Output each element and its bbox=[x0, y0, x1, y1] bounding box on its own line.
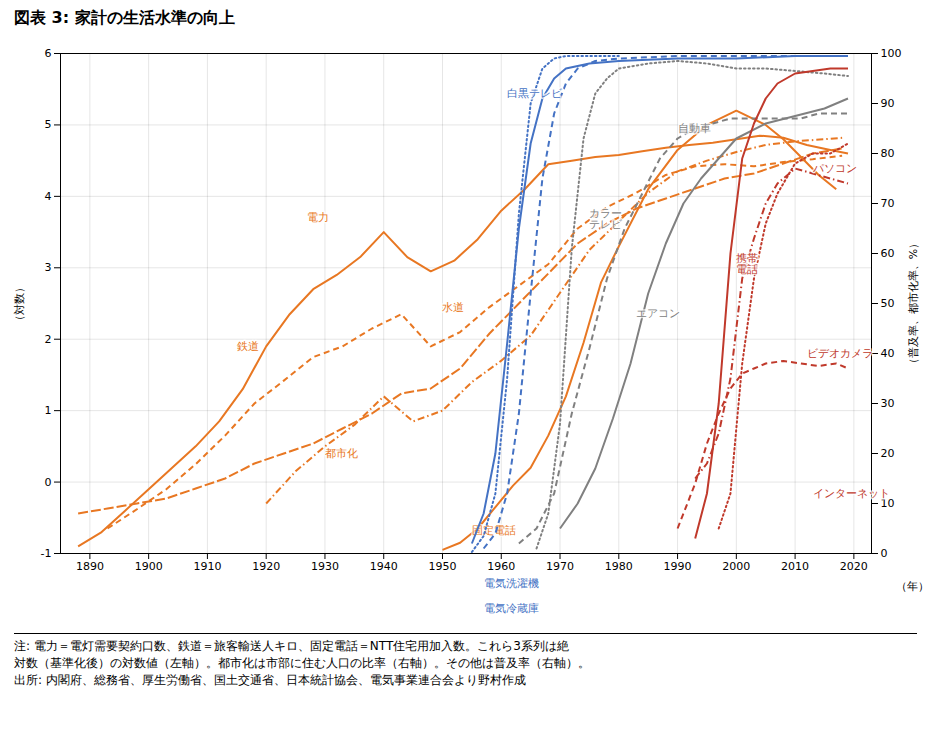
svg-text:2000: 2000 bbox=[722, 560, 750, 573]
svg-text:携帯電話: 携帯電話 bbox=[736, 252, 758, 276]
svg-text:1900: 1900 bbox=[135, 560, 163, 573]
svg-text:パソコン: パソコン bbox=[812, 162, 857, 175]
svg-text:都市化: 都市化 bbox=[325, 447, 358, 460]
svg-text:2010: 2010 bbox=[781, 560, 809, 573]
svg-text:1910: 1910 bbox=[193, 560, 221, 573]
svg-text:1930: 1930 bbox=[311, 560, 339, 573]
svg-text:0: 0 bbox=[881, 547, 888, 560]
svg-text:2020: 2020 bbox=[840, 560, 868, 573]
svg-text:電力: 電力 bbox=[307, 211, 329, 224]
svg-text:1960: 1960 bbox=[487, 560, 515, 573]
svg-text:-1: -1 bbox=[41, 547, 52, 560]
svg-text:70: 70 bbox=[881, 197, 895, 210]
svg-text:インターネット: インターネット bbox=[813, 487, 890, 500]
svg-text:0: 0 bbox=[45, 476, 52, 489]
svg-text:60: 60 bbox=[881, 247, 895, 260]
svg-text:5: 5 bbox=[45, 118, 52, 131]
svg-text:固定電話: 固定電話 bbox=[471, 524, 516, 538]
svg-text:30: 30 bbox=[881, 397, 895, 410]
svg-text:80: 80 bbox=[881, 147, 895, 160]
svg-text:1: 1 bbox=[45, 404, 52, 417]
svg-text:4: 4 bbox=[45, 190, 52, 203]
svg-text:ビデオカメラ: ビデオカメラ bbox=[807, 347, 873, 360]
svg-text:カラーテレビ: カラーテレビ bbox=[589, 207, 623, 231]
svg-text:50: 50 bbox=[881, 297, 895, 310]
svg-text:エアコン: エアコン bbox=[636, 307, 680, 320]
svg-text:1890: 1890 bbox=[76, 560, 104, 573]
svg-text:水道: 水道 bbox=[442, 301, 464, 314]
svg-text:白黒テレビ: 白黒テレビ bbox=[507, 87, 563, 100]
svg-text:2: 2 bbox=[45, 333, 52, 346]
svg-text:6: 6 bbox=[45, 47, 52, 60]
svg-text:1950: 1950 bbox=[428, 560, 456, 573]
svg-text:電気冷蔵庫: 電気冷蔵庫 bbox=[484, 602, 539, 615]
svg-text:（普及率、都市化率、%）: （普及率、都市化率、%） bbox=[907, 238, 920, 369]
svg-text:電気洗濯機: 電気洗濯機 bbox=[484, 577, 539, 590]
html-text:注: 電力＝電灯需要契約口数、鉄道＝旅客輸送人キロ、固定電話: 注: 電力＝電灯需要契約口数、鉄道＝旅客輸送人キロ、固定電話＝NTT住宅用加入数… bbox=[14, 639, 569, 653]
svg-text:1920: 1920 bbox=[252, 560, 280, 573]
svg-text:1970: 1970 bbox=[546, 560, 574, 573]
svg-text:3: 3 bbox=[45, 261, 52, 274]
svg-text:1940: 1940 bbox=[370, 560, 398, 573]
svg-text:90: 90 bbox=[881, 97, 895, 110]
svg-text:20: 20 bbox=[881, 447, 895, 460]
html-text:図表 3: 家計の生活水準の向上: 図表 3: 家計の生活水準の向上 bbox=[14, 8, 235, 27]
html-text:対数（基準化後）の対数値（左軸）。都市化は市部に住む人口の比: 対数（基準化後）の対数値（左軸）。都市化は市部に住む人口の比率（右軸）。その他は… bbox=[14, 656, 590, 670]
svg-text:40: 40 bbox=[881, 347, 895, 360]
html-text:出所: 内閣府、総務省、厚生労働省、国土交通省、日本統計協会: 出所: 内閣府、総務省、厚生労働省、国土交通省、日本統計協会、電気事業連合会より… bbox=[14, 673, 526, 687]
svg-text:（対数）: （対数） bbox=[13, 282, 26, 326]
svg-text:（年）: （年） bbox=[896, 580, 929, 593]
svg-text:鉄道: 鉄道 bbox=[237, 340, 259, 353]
svg-text:1980: 1980 bbox=[605, 560, 633, 573]
svg-text:10: 10 bbox=[880, 497, 895, 510]
svg-text:自動車: 自動車 bbox=[678, 122, 711, 135]
svg-text:1990: 1990 bbox=[664, 560, 692, 573]
svg-text:100: 100 bbox=[881, 47, 902, 60]
